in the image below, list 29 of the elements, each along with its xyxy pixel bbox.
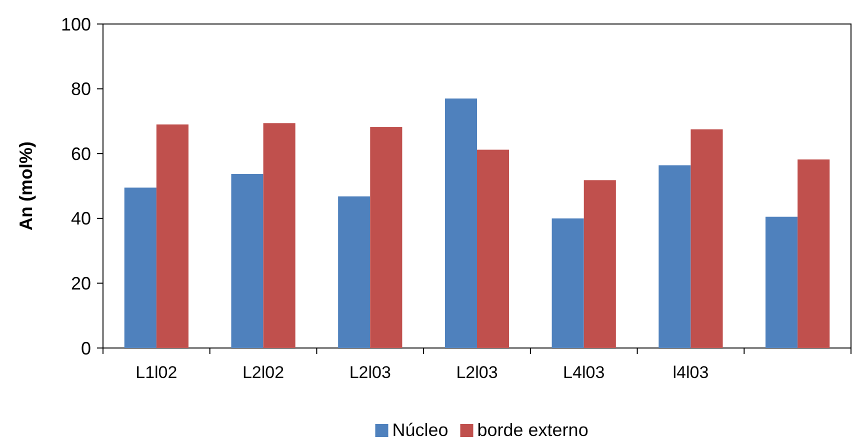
bar xyxy=(156,124,188,348)
bar xyxy=(477,150,510,348)
bar xyxy=(338,196,370,348)
bar xyxy=(370,127,402,348)
x-tick-label: L4l03 xyxy=(563,363,605,382)
x-tick-label: L2l02 xyxy=(242,363,284,382)
bar xyxy=(766,216,798,348)
bar xyxy=(552,218,584,348)
x-tick-label: L1l02 xyxy=(136,363,178,382)
y-tick-label: 80 xyxy=(70,79,91,100)
y-tick-label: 60 xyxy=(70,144,91,164)
bar xyxy=(263,123,296,348)
y-tick-label: 40 xyxy=(70,208,91,229)
x-tick-label: L2l03 xyxy=(349,363,391,382)
bar xyxy=(798,159,830,348)
y-tick-label: 0 xyxy=(80,338,91,358)
bar xyxy=(444,98,477,348)
y-tick-label: 100 xyxy=(60,14,91,34)
legend-label: Núcleo xyxy=(392,420,448,440)
bar xyxy=(658,165,691,348)
y-tick-label: 20 xyxy=(70,274,91,294)
bar xyxy=(584,180,616,348)
x-tick-label: l4l03 xyxy=(672,363,709,382)
x-tick-label: L2l03 xyxy=(456,363,498,382)
y-axis-title: An (mol%) xyxy=(16,142,36,230)
legend-label: borde externo xyxy=(477,420,588,440)
bar xyxy=(231,174,264,348)
bar xyxy=(124,188,156,348)
bar xyxy=(690,129,723,348)
